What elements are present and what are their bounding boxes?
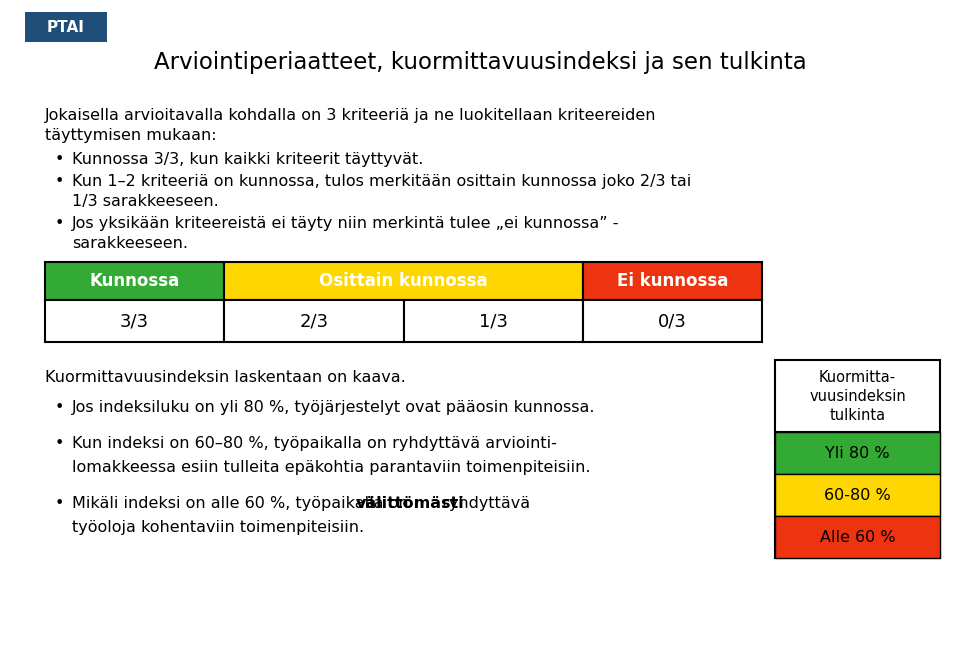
Text: Mikäli indeksi on alle 60 %, työpaikalla on: Mikäli indeksi on alle 60 %, työpaikalla…	[72, 496, 414, 511]
Text: Jokaisella arvioitavalla kohdalla on 3 kriteeriä ja ne luokitellaan kriteereiden: Jokaisella arvioitavalla kohdalla on 3 k…	[45, 108, 657, 123]
Text: Alle 60 %: Alle 60 %	[820, 529, 896, 544]
FancyBboxPatch shape	[775, 360, 940, 558]
Text: •: •	[55, 436, 64, 451]
FancyBboxPatch shape	[225, 300, 403, 342]
Text: 0/3: 0/3	[658, 312, 686, 330]
FancyBboxPatch shape	[583, 262, 762, 300]
Text: Kun indeksi on 60–80 %, työpaikalla on ryhdyttävä arviointi-: Kun indeksi on 60–80 %, työpaikalla on r…	[72, 436, 557, 451]
Text: 2/3: 2/3	[300, 312, 328, 330]
Text: •: •	[55, 216, 64, 231]
Text: 1/3 sarakkeeseen.: 1/3 sarakkeeseen.	[72, 194, 219, 209]
Text: Ei kunnossa: Ei kunnossa	[616, 272, 728, 290]
Text: täyttymisen mukaan:: täyttymisen mukaan:	[45, 128, 217, 143]
Text: •: •	[55, 400, 64, 415]
Text: Kunnossa 3/3, kun kaikki kriteerit täyttyvät.: Kunnossa 3/3, kun kaikki kriteerit täytt…	[72, 152, 423, 167]
FancyBboxPatch shape	[45, 300, 225, 342]
Text: Osittain kunnossa: Osittain kunnossa	[319, 272, 488, 290]
FancyBboxPatch shape	[583, 300, 762, 342]
Text: Kun 1–2 kriteeriä on kunnossa, tulos merkitään osittain kunnossa joko 2/3 tai: Kun 1–2 kriteeriä on kunnossa, tulos mer…	[72, 174, 691, 189]
FancyBboxPatch shape	[775, 516, 940, 558]
Text: välittömästi: välittömästi	[356, 496, 465, 511]
Text: 3/3: 3/3	[120, 312, 149, 330]
Text: Jos yksikään kriteereistä ei täyty niin merkintä tulee „ei kunnossa” -: Jos yksikään kriteereistä ei täyty niin …	[72, 216, 619, 231]
Text: työoloja kohentaviin toimenpiteisiin.: työoloja kohentaviin toimenpiteisiin.	[72, 520, 364, 535]
FancyBboxPatch shape	[25, 12, 107, 42]
FancyBboxPatch shape	[225, 262, 583, 300]
Text: Jos indeksiluku on yli 80 %, työjärjestelyt ovat pääosin kunnossa.: Jos indeksiluku on yli 80 %, työjärjeste…	[72, 400, 595, 415]
Text: lomakkeessa esiin tulleita epäkohtia parantaviin toimenpiteisiin.: lomakkeessa esiin tulleita epäkohtia par…	[72, 460, 590, 475]
Text: 60-80 %: 60-80 %	[824, 487, 891, 503]
FancyBboxPatch shape	[775, 474, 940, 516]
Text: PTAI: PTAI	[47, 19, 84, 35]
Text: Kuormittavuusindeksin laskentaan on kaava.: Kuormittavuusindeksin laskentaan on kaav…	[45, 370, 406, 385]
FancyBboxPatch shape	[45, 262, 225, 300]
FancyBboxPatch shape	[775, 432, 940, 474]
Text: 1/3: 1/3	[479, 312, 508, 330]
Text: Yli 80 %: Yli 80 %	[826, 446, 890, 461]
Text: •: •	[55, 496, 64, 511]
Text: Kuormitta-
vuusindeksin
tulkinta: Kuormitta- vuusindeksin tulkinta	[809, 370, 906, 424]
Text: •: •	[55, 152, 64, 167]
Text: Kunnossa: Kunnossa	[89, 272, 180, 290]
Text: sarakkeeseen.: sarakkeeseen.	[72, 236, 188, 251]
FancyBboxPatch shape	[403, 300, 583, 342]
Text: Arviointiperiaatteet, kuormittavuusindeksi ja sen tulkinta: Arviointiperiaatteet, kuormittavuusindek…	[154, 50, 806, 74]
Text: •: •	[55, 174, 64, 189]
Text: ryhdyttävä: ryhdyttävä	[437, 496, 530, 511]
